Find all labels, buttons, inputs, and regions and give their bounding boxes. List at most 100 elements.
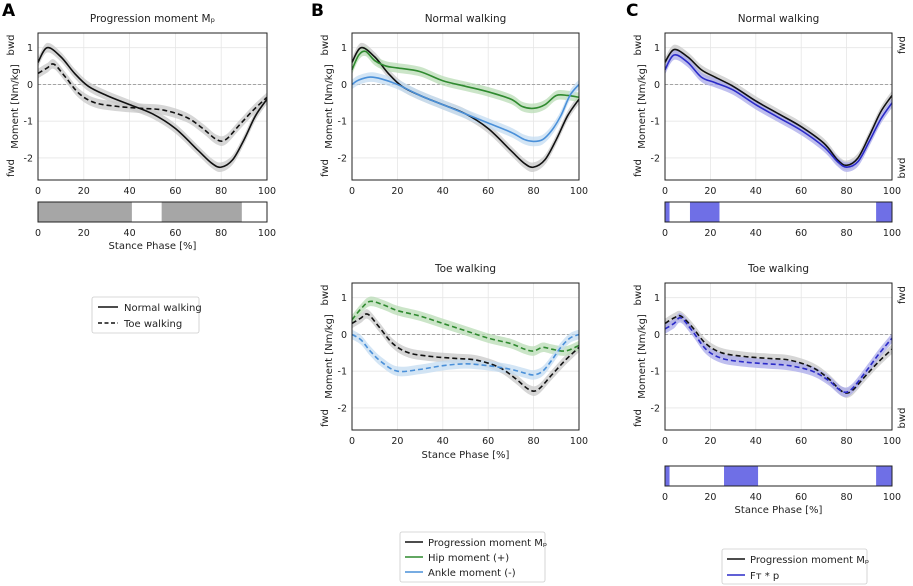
legend-c: Progression moment Mₚ Fᴛ * p <box>721 548 869 585</box>
x-tick-label: 60 <box>482 436 494 447</box>
x-tick-label: 100 <box>883 436 901 447</box>
x-tick-label: 60 <box>482 186 494 197</box>
x-tick-label: 40 <box>437 436 449 447</box>
plot-frame <box>664 32 893 181</box>
x-tick-label: 100 <box>258 186 276 197</box>
right-bwd-label: bwd <box>897 408 908 429</box>
y-axis-label: Moment [Nm/kg] <box>637 314 648 399</box>
chart-b-normal: 0 20 40 60 80 100 1 0 -1 -2 Normal walking Moment [… <box>320 13 588 197</box>
y-tick-label: 1 <box>654 43 660 54</box>
series-line <box>351 333 580 376</box>
legend-a-label-normal: Normal walking <box>124 303 202 314</box>
x-tick-label: 80 <box>841 186 853 197</box>
fwd-label: fwd <box>320 159 331 177</box>
x-tick-label: 100 <box>258 228 276 239</box>
y-tick-label: 0 <box>654 330 660 341</box>
bar-segment <box>665 202 670 222</box>
chart-c-bar-toe: 0 20 40 60 80 100 Stance Phase [%] <box>662 465 901 516</box>
x-tick-label: 100 <box>883 186 901 197</box>
plot-frame <box>37 32 268 181</box>
x-axis-label: Stance Phase [%] <box>735 505 823 516</box>
chart-a-bar: 0 20 40 60 80 100 Stance Phase [%] <box>35 201 276 252</box>
legend-b-frame <box>399 531 546 583</box>
plot-frame <box>664 282 893 431</box>
bwd-label: bwd <box>320 285 331 306</box>
bar-segment <box>876 466 892 486</box>
x-tick-label: 60 <box>795 492 807 503</box>
series-line <box>351 313 580 392</box>
y-tick-label: 1 <box>341 293 347 304</box>
bwd-label: bwd <box>633 285 644 306</box>
x-tick-label: 100 <box>883 228 901 239</box>
y-axis-label: Moment [Nm/kg] <box>324 314 335 399</box>
bar-frame <box>664 201 893 223</box>
bar-frame <box>37 201 268 223</box>
chart-b-toe: 0 20 40 60 80 100 1 0 -1 -2 Toe walking Stance Phas… <box>320 263 588 461</box>
x-tick-label: 0 <box>662 436 668 447</box>
series-band <box>38 42 267 173</box>
x-tick-label: 60 <box>169 228 181 239</box>
x-tick-label: 0 <box>349 436 355 447</box>
panel-letter-a: A <box>2 1 16 21</box>
series-line <box>664 314 893 394</box>
y-tick-label: 0 <box>27 80 33 91</box>
series-band <box>352 296 579 356</box>
x-tick-label: 80 <box>841 492 853 503</box>
x-tick-label: 80 <box>528 186 540 197</box>
chart-a: 0 20 40 60 80 100 1 0 -1 -2 Progression moment Mₚ M… <box>6 13 276 197</box>
x-tick-label: 0 <box>349 186 355 197</box>
legend-a-frame <box>91 296 200 334</box>
series-line <box>664 316 893 394</box>
chart-c-bar-normal: 0 20 40 60 80 100 <box>662 201 901 239</box>
series-band <box>352 309 579 396</box>
x-tick-label: 80 <box>215 228 227 239</box>
x-tick-label: 80 <box>841 228 853 239</box>
series-band <box>38 59 267 146</box>
panel-letter-b: B <box>311 1 324 21</box>
series-line <box>664 54 893 168</box>
right-fwd-label: fwd <box>897 36 908 54</box>
series-band <box>665 310 892 398</box>
series-line <box>37 63 268 142</box>
bar-background <box>665 466 892 486</box>
plot-frame <box>351 32 580 181</box>
bar-segment <box>665 466 670 486</box>
y-tick-label: -2 <box>24 153 33 164</box>
x-tick-label: 40 <box>437 186 449 197</box>
panel-letter-c: C <box>626 1 638 21</box>
x-tick-label: 20 <box>704 228 716 239</box>
y-tick-label: -1 <box>338 367 347 378</box>
y-tick-label: 1 <box>654 293 660 304</box>
x-tick-label: 80 <box>841 436 853 447</box>
bwd-label: bwd <box>6 35 17 56</box>
right-bwd-label: bwd <box>897 158 908 179</box>
y-tick-label: -2 <box>338 153 347 164</box>
y-tick-label: -2 <box>651 403 660 414</box>
legend-b: Progression moment Mₚ Hip moment (+) Ank… <box>399 531 547 583</box>
x-tick-label: 0 <box>35 228 41 239</box>
x-tick-label: 100 <box>570 186 588 197</box>
series-band <box>352 329 579 380</box>
x-tick-label: 0 <box>662 228 668 239</box>
y-tick-label: -2 <box>338 403 347 414</box>
bar-frame <box>664 465 893 487</box>
y-tick-label: 0 <box>341 330 347 341</box>
fwd-label: fwd <box>633 409 644 427</box>
series-line <box>351 50 580 110</box>
y-tick-label: 0 <box>341 80 347 91</box>
x-tick-label: 80 <box>215 186 227 197</box>
x-tick-label: 100 <box>883 492 901 503</box>
bwd-label: bwd <box>633 35 644 56</box>
y-tick-label: -1 <box>24 117 33 128</box>
legend-c-frame <box>721 548 868 585</box>
legend-b-label-ankle: Ankle moment (-) <box>428 568 516 579</box>
y-tick-label: -1 <box>651 117 660 128</box>
chart-c-toe: 0 20 40 60 80 100 1 0 -1 -2 Toe walking Moment [Nm/… <box>633 263 908 447</box>
y-tick-label: 1 <box>27 43 33 54</box>
y-tick-label: -2 <box>651 153 660 164</box>
x-tick-label: 20 <box>391 186 403 197</box>
chart-title: Progression moment Mₚ <box>90 13 215 25</box>
chart-c-normal: 0 20 40 60 80 100 1 0 -1 -2 Normal walking Moment [… <box>633 13 908 197</box>
x-tick-label: 60 <box>795 436 807 447</box>
